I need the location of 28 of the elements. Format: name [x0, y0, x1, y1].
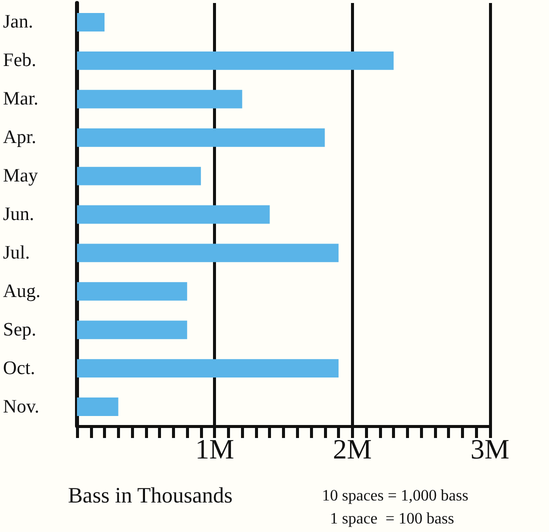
bar — [77, 90, 242, 108]
text: 10 spaces = 1,000 bass — [322, 488, 468, 504]
text: 1 space = 100 bass — [330, 510, 454, 528]
x-tick-label: 2M — [332, 434, 372, 466]
y-tick-label: Jul. — [3, 242, 30, 264]
bar — [77, 13, 105, 32]
y-tick-label: Oct. — [3, 358, 36, 379]
y-tick-label: Aug. — [3, 280, 40, 302]
y-tick-label: Jun. — [3, 204, 34, 225]
y-tick-label: Sep. — [3, 319, 36, 340]
bar — [77, 166, 201, 186]
x-axis-title: Bass in Thousands — [68, 482, 233, 508]
y-tick-label: Mar. — [3, 88, 38, 110]
x-tick-label: 1M — [195, 434, 234, 466]
bar — [77, 320, 188, 340]
bar — [77, 359, 339, 378]
y-tick-label: Nov. — [3, 396, 40, 418]
y-tick-label: Jan. — [3, 12, 34, 33]
y-tick-label: May — [3, 166, 38, 187]
bar — [77, 244, 339, 262]
y-tick-label: Apr. — [3, 127, 36, 148]
bar — [77, 282, 188, 301]
x-tick-label: 3M — [470, 434, 510, 466]
bar — [77, 205, 270, 224]
bar — [77, 51, 394, 70]
bar — [77, 128, 325, 147]
y-tick-label: Feb. — [3, 50, 36, 72]
bar — [77, 398, 118, 416]
